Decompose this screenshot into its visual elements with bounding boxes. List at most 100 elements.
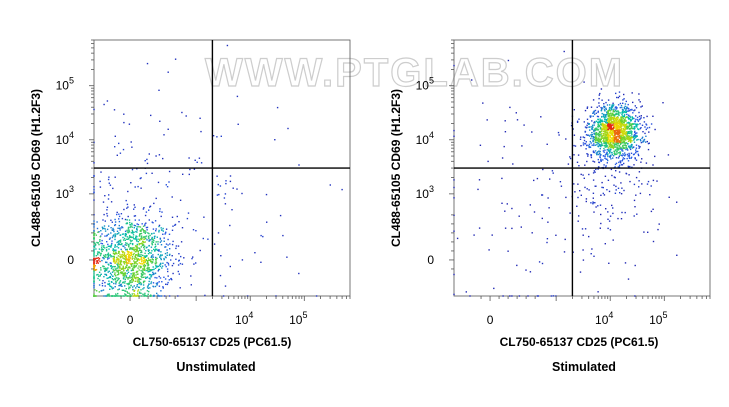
data-point [298,272,300,275]
data-point [109,285,111,287]
data-point [141,223,143,225]
data-point [116,258,118,260]
data-point [546,241,548,244]
data-point [140,289,142,291]
data-point [113,255,115,258]
data-point [622,130,624,133]
data-point [144,252,146,254]
data-point [597,115,600,118]
data-point [640,106,642,108]
data-point [134,280,136,282]
data-point [588,173,590,176]
data-point [137,258,139,260]
data-point [130,253,133,255]
data-point [614,192,617,194]
data-point [154,220,157,222]
data-point [608,106,611,109]
data-point [148,245,150,247]
data-point [131,168,134,171]
data-point [106,295,108,297]
data-point [144,276,146,278]
data-point [597,124,600,127]
data-point [96,261,99,263]
data-point [628,152,630,155]
data-point [614,145,616,147]
data-point [141,243,143,246]
data-point [152,272,155,275]
data-point [596,121,599,123]
data-point [98,257,101,260]
data-point [614,134,616,136]
data-point [112,252,115,254]
data-point [164,233,166,235]
data-point [124,256,126,259]
data-point [154,243,157,245]
data-point [621,134,623,137]
data-point [115,281,117,283]
data-point [618,91,621,93]
data-point [151,243,153,245]
data-point [100,253,102,255]
data-point [204,294,206,297]
data-point [598,141,600,143]
data-point [124,278,126,280]
data-point [158,264,161,266]
data-point [626,123,628,125]
data-point [583,136,586,139]
data-point [597,132,599,135]
data-point [614,132,616,134]
data-point [112,229,115,231]
data-point [629,180,631,183]
data-point [638,93,640,95]
data-point [125,290,127,292]
data-point [162,230,164,232]
data-point [639,138,641,141]
data-point [620,126,622,128]
data-point [578,215,580,217]
data-point [624,103,627,105]
data-point [151,250,153,252]
data-point [605,128,607,130]
x-ticks-stimulated: 0 104 105 [480,296,711,327]
data-point [627,160,630,162]
data-point [158,225,160,228]
data-point [619,151,622,153]
data-point [128,253,130,256]
data-point [103,276,105,278]
data-point [617,111,619,113]
data-point [619,162,622,164]
data-point [620,132,623,134]
data-point [577,196,579,199]
data-point [94,233,96,235]
data-point [104,273,106,276]
data-point [93,189,95,191]
data-point [138,226,140,228]
data-point [617,134,619,136]
data-point [136,248,138,250]
data-point [633,139,635,141]
data-point [140,283,142,286]
data-point [656,180,658,182]
data-point [142,260,145,262]
data-point [134,295,136,297]
data-point [171,255,173,257]
data-point [608,132,610,134]
data-point [189,168,191,171]
data-point [119,281,121,283]
data-point [637,138,639,141]
data-point [584,109,587,112]
data-point [123,276,125,278]
data-point [601,115,603,118]
data-point [676,254,678,256]
data-point [638,145,640,147]
data-point [112,295,115,297]
data-point [133,272,135,274]
data-point [595,133,597,136]
data-point [122,261,125,263]
data-point [607,124,609,126]
data-point [165,256,167,259]
data-point [142,271,144,274]
data-point [147,268,149,270]
data-point [109,262,111,264]
data-point [170,277,172,280]
